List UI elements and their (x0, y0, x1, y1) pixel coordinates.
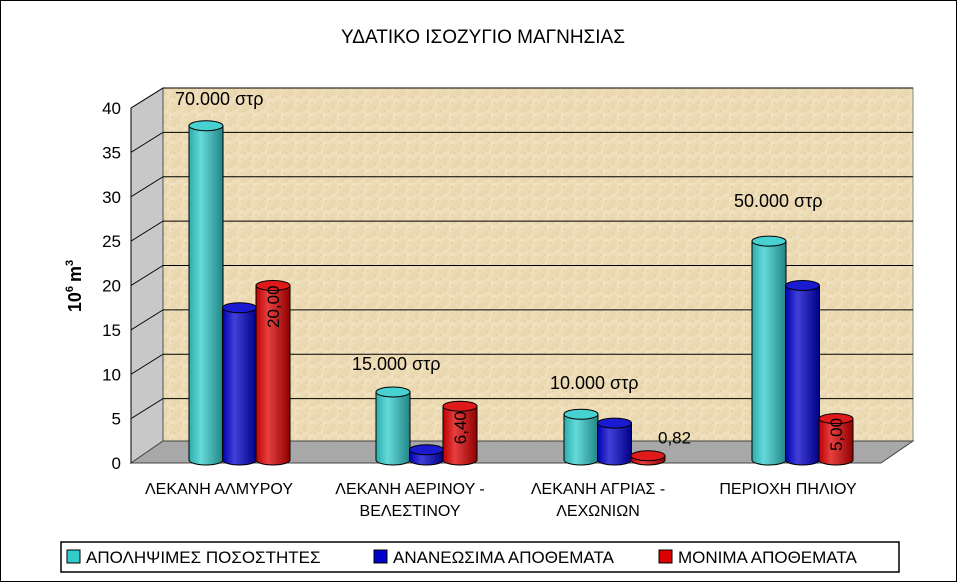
legend-swatch (658, 549, 673, 564)
plot-floor (129, 440, 915, 464)
chart-title: ΥΔΑΤΙΚΟ ΙΣΟΖΥΓΙΟ ΜΑΓΝΗΣΙΑΣ (341, 27, 625, 48)
x-category-label-line2: ΒΕΛΕΣΤΙΝΟΥ (360, 503, 461, 520)
bar (597, 417, 632, 466)
y-tick-label: 5 (112, 410, 121, 429)
bar (563, 408, 599, 466)
gridline (130, 398, 164, 420)
bar (818, 413, 854, 466)
bar (785, 280, 820, 466)
legend-label: ΜΟΝΙΜΑ ΑΠΟΘΕΜΑΤΑ (678, 548, 857, 567)
bar (442, 400, 478, 466)
y-tick-label: 20 (102, 277, 121, 296)
x-category-label: ΠΕΡΙΟΧΗ ΠΗΛΙΟΥ (719, 481, 857, 498)
x-category-label: ΛΕΚΑΝΗ ΑΓΡΙΑΣ - (531, 481, 665, 498)
data-label: 6,40 (451, 411, 470, 444)
gridline (130, 131, 164, 153)
legend-box (60, 541, 900, 573)
bar (222, 302, 257, 466)
data-label: 5,00 (827, 418, 846, 451)
plot-area: 0 5 10 15 20 25 30 35 40 ΛΕΚΑΝΗ ΑΛΜΥΡΟΥ ΛΕΚΑΝΗ ΑΕ… (102, 87, 915, 520)
y-tick-label: 10 (102, 365, 121, 384)
area-annotation: 10.000 στρ (550, 373, 639, 393)
data-label: 0,82 (658, 429, 691, 448)
bar (409, 444, 444, 466)
y-axis-label: 106m3 (64, 260, 85, 312)
y-tick-label: 15 (102, 321, 121, 340)
gridline (130, 309, 164, 331)
x-category-label-line2: ΛΕΧΩΝΙΩΝ (556, 503, 640, 520)
legend: ΑΠΟΛΗΨΙΜΕΣ ΠΟΣΟΣΤΗΤΕΣ ΑΝΑΝΕΩΣΙΜΑ ΑΠΟΘΕΜΑΤ… (60, 541, 900, 573)
y-tick-label: 25 (102, 232, 121, 251)
gridline (130, 353, 164, 375)
bars (188, 120, 854, 466)
bar (630, 450, 666, 466)
bar (255, 280, 291, 466)
bar (751, 235, 787, 466)
y-tick-label: 40 (102, 99, 121, 118)
y-tick-labels: 0 5 10 15 20 25 30 35 40 (102, 99, 121, 473)
y-tick-label: 35 (102, 143, 121, 162)
area-annotations: 70.000 στρ 15.000 στρ 10.000 στρ 50.000 στρ (175, 89, 823, 393)
gridline (130, 265, 164, 286)
bar (375, 386, 411, 466)
x-category-labels: ΛΕΚΑΝΗ ΑΛΜΥΡΟΥ ΛΕΚΑΝΗ ΑΕΡΙΝΟΥ - ΒΕΛΕΣΤΙΝΟΥ… (145, 481, 857, 520)
data-labels: 20,00 6,40 0,82 5,00 (264, 285, 846, 451)
y-tick-label: 0 (112, 454, 121, 473)
gridline (130, 176, 164, 198)
area-annotation: 15.000 στρ (352, 354, 441, 374)
data-label: 20,00 (264, 285, 283, 328)
y-tick-label: 30 (102, 188, 121, 207)
area-annotation: 70.000 στρ (175, 89, 264, 109)
legend-swatch (373, 549, 388, 564)
legend-swatch (66, 549, 81, 564)
area-annotation: 50.000 στρ (734, 191, 823, 211)
x-category-label: ΛΕΚΑΝΗ ΑΕΡΙΝΟΥ - (335, 481, 484, 498)
gridline (130, 220, 164, 242)
legend-label: ΑΠΟΛΗΨΙΜΕΣ ΠΟΣΟΣΤΗΤΕΣ (86, 548, 320, 567)
legend-label: ΑΝΑΝΕΩΣΙΜΑ ΑΠΟΘΕΜΑΤΑ (393, 548, 615, 567)
x-category-label: ΛΕΚΑΝΗ ΑΛΜΥΡΟΥ (145, 481, 293, 498)
gridline (130, 87, 164, 109)
bar (188, 120, 224, 466)
